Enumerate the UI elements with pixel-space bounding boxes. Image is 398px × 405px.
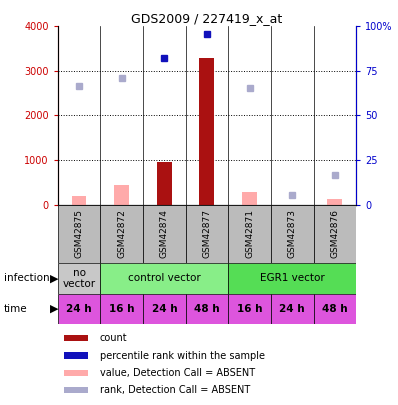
Bar [58, 263, 100, 294]
Bar [271, 294, 314, 324]
Bar [100, 205, 143, 263]
Bar [271, 205, 314, 263]
Text: percentile rank within the sample: percentile rank within the sample [100, 351, 265, 360]
Bar [328, 199, 342, 205]
Text: ▶: ▶ [49, 304, 58, 314]
Text: 48 h: 48 h [194, 304, 220, 314]
Bar [64, 352, 88, 359]
Bar [228, 263, 356, 294]
Text: 24 h: 24 h [152, 304, 177, 314]
Bar [228, 205, 271, 263]
Bar [199, 58, 215, 205]
Text: count: count [100, 333, 127, 343]
Bar [58, 294, 100, 324]
Bar [242, 192, 257, 205]
Text: 16 h: 16 h [109, 304, 135, 314]
Bar [58, 205, 100, 263]
Text: value, Detection Call = ABSENT: value, Detection Call = ABSENT [100, 368, 255, 378]
Text: GSM42875: GSM42875 [74, 209, 84, 258]
Bar [72, 196, 86, 205]
Bar [114, 185, 129, 205]
Text: GSM42872: GSM42872 [117, 209, 126, 258]
Bar [100, 263, 228, 294]
Bar [185, 205, 228, 263]
Text: control vector: control vector [128, 273, 201, 283]
Text: GSM42873: GSM42873 [288, 209, 297, 258]
Bar [314, 294, 356, 324]
Text: GSM42876: GSM42876 [330, 209, 339, 258]
Text: infection: infection [4, 273, 50, 283]
Text: GSM42874: GSM42874 [160, 209, 169, 258]
Bar [143, 294, 185, 324]
Bar [100, 294, 143, 324]
Bar [314, 205, 356, 263]
Text: rank, Detection Call = ABSENT: rank, Detection Call = ABSENT [100, 385, 250, 395]
Text: EGR1 vector: EGR1 vector [260, 273, 325, 283]
Text: 16 h: 16 h [237, 304, 262, 314]
Text: ▶: ▶ [49, 273, 58, 283]
Bar [64, 370, 88, 376]
Text: no
vector: no vector [62, 268, 96, 289]
Bar [228, 294, 271, 324]
Bar [64, 335, 88, 341]
Text: 24 h: 24 h [279, 304, 305, 314]
Text: GSM42877: GSM42877 [203, 209, 211, 258]
Text: 24 h: 24 h [66, 304, 92, 314]
Text: 48 h: 48 h [322, 304, 348, 314]
Bar [64, 387, 88, 394]
Bar [157, 162, 172, 205]
Text: GSM42871: GSM42871 [245, 209, 254, 258]
Title: GDS2009 / 227419_x_at: GDS2009 / 227419_x_at [131, 12, 283, 25]
Text: time: time [4, 304, 27, 314]
Bar [143, 205, 185, 263]
Bar [185, 294, 228, 324]
